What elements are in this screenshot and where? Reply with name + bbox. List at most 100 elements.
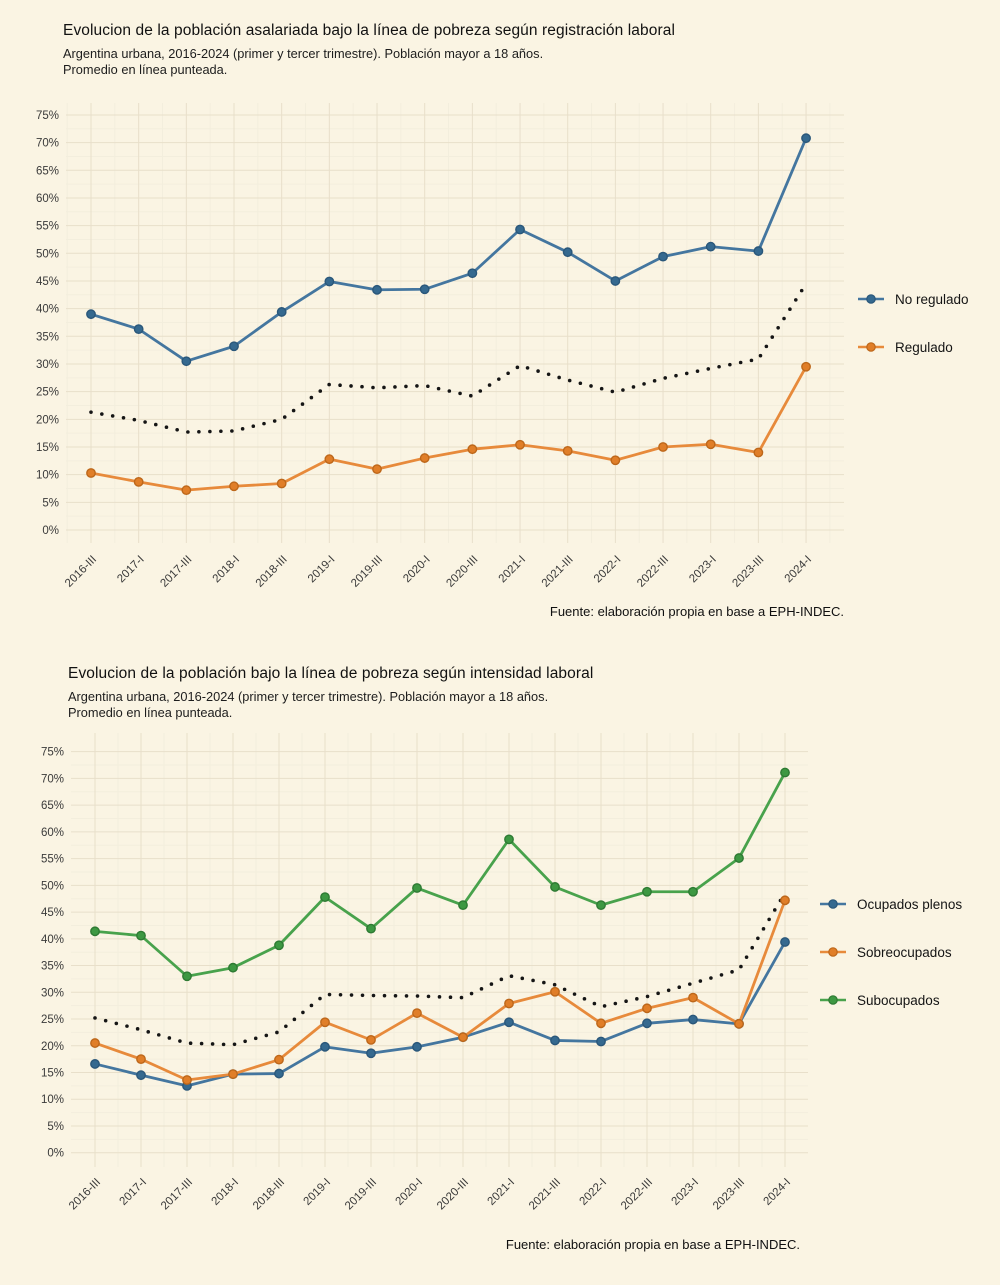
data-point xyxy=(780,895,790,906)
legend-label: Subocupados xyxy=(857,992,940,1008)
y-tick-label: 70% xyxy=(36,138,59,150)
legend-item: No regulado xyxy=(856,292,969,307)
y-tick-label: 45% xyxy=(41,907,64,919)
data-point xyxy=(705,439,716,450)
data-point xyxy=(467,444,478,455)
data-point xyxy=(658,442,668,452)
legend: Ocupados plenos Sobreocupados Subocupados xyxy=(818,897,962,1041)
data-point xyxy=(419,284,430,295)
data-point xyxy=(324,276,335,287)
legend-label: Ocupados plenos xyxy=(857,896,963,912)
data-point xyxy=(550,882,560,892)
data-point xyxy=(642,1003,652,1014)
data-point xyxy=(801,361,811,372)
legend-line-dot-icon xyxy=(858,294,884,304)
x-tick-label: 2018-III xyxy=(251,1176,287,1212)
data-point xyxy=(596,1018,606,1029)
y-tick-label: 40% xyxy=(41,934,64,946)
legend-item: Sobreocupados xyxy=(818,944,962,960)
data-point xyxy=(658,251,668,262)
data-point xyxy=(320,1017,330,1028)
series-line xyxy=(89,365,808,492)
data-point xyxy=(780,767,790,778)
data-point xyxy=(419,453,430,463)
y-tick-label: 35% xyxy=(36,331,59,343)
x-tick-label: 2016-III xyxy=(67,1176,103,1212)
data-point xyxy=(753,447,764,458)
series-line xyxy=(89,136,808,363)
x-tick-label: 2022-III xyxy=(619,1176,655,1212)
y-tick-label: 40% xyxy=(36,304,59,316)
y-tick-label: 65% xyxy=(41,800,64,812)
data-point xyxy=(458,900,468,911)
data-point xyxy=(366,923,376,934)
data-point xyxy=(133,476,144,487)
data-point xyxy=(610,276,621,286)
data-point xyxy=(320,1041,330,1052)
data-point xyxy=(780,937,790,947)
data-point xyxy=(688,886,698,897)
legend-label: Sobreocupados xyxy=(857,944,952,960)
y-tick-label: 20% xyxy=(36,414,59,426)
y-tick-label: 10% xyxy=(36,470,59,482)
legend-item: Ocupados plenos xyxy=(818,896,963,912)
x-tick-label: 2020-III xyxy=(435,1176,471,1212)
data-point xyxy=(90,1059,100,1069)
y-tick-label: 15% xyxy=(41,1067,64,1079)
y-tick-label: 0% xyxy=(42,525,59,537)
y-tick-label: 20% xyxy=(41,1041,64,1053)
y-tick-label: 0% xyxy=(47,1148,64,1160)
y-tick-label: 45% xyxy=(36,276,59,288)
data-point xyxy=(372,284,382,295)
data-point xyxy=(562,247,573,258)
chart-subtitle: Argentina urbana, 2016-2024 (primer y te… xyxy=(63,46,543,78)
y-tick-label: 75% xyxy=(36,110,59,122)
data-point xyxy=(688,992,698,1003)
data-point xyxy=(705,241,716,252)
data-point xyxy=(181,356,192,367)
data-point xyxy=(467,268,478,279)
data-point xyxy=(504,834,514,845)
y-tick-label: 30% xyxy=(36,359,59,371)
x-tick-label: 2022-I xyxy=(592,554,624,586)
x-tick-label: 2019-III xyxy=(343,1176,379,1212)
y-tick-label: 65% xyxy=(36,165,59,177)
legend-item: Regulado xyxy=(856,340,969,355)
y-tick-label: 15% xyxy=(36,442,59,454)
series-line xyxy=(93,940,787,1088)
x-tick-label: 2023-III xyxy=(730,554,766,590)
data-point xyxy=(274,1068,284,1079)
data-point xyxy=(515,224,525,235)
data-point xyxy=(734,1018,744,1029)
chart-title: Evolucion de la población asalariada baj… xyxy=(63,22,675,39)
y-tick-label: 55% xyxy=(36,221,59,233)
data-point xyxy=(182,1075,192,1085)
chart-subtitle-line1: Argentina urbana, 2016-2024 (primer y te… xyxy=(63,46,544,61)
data-point xyxy=(412,1041,422,1052)
x-tick-label: 2020-III xyxy=(444,554,480,590)
data-point xyxy=(136,1070,146,1081)
data-point xyxy=(596,900,606,911)
data-point xyxy=(274,940,284,951)
y-tick-label: 35% xyxy=(41,961,64,973)
promedio-dotted-line xyxy=(89,281,808,434)
x-tick-label: 2017-I xyxy=(118,1176,150,1208)
data-point xyxy=(366,1034,376,1045)
legend-item: Subocupados xyxy=(818,992,962,1008)
data-point xyxy=(458,1032,468,1043)
x-tick-label: 2024-I xyxy=(783,554,815,586)
data-point xyxy=(182,971,192,982)
data-point xyxy=(90,926,100,937)
x-tick-label: 2023-I xyxy=(687,554,719,586)
y-tick-label: 10% xyxy=(41,1094,64,1106)
data-point xyxy=(372,464,382,475)
y-tick-label: 70% xyxy=(41,773,64,785)
legend-line-dot-icon xyxy=(820,899,846,909)
data-point xyxy=(562,445,573,456)
data-point xyxy=(753,246,764,256)
chart-subtitle: Argentina urbana, 2016-2024 (primer y te… xyxy=(68,689,548,721)
chart-subtitle-line1: Argentina urbana, 2016-2024 (primer y te… xyxy=(68,689,549,704)
x-tick-label: 2017-I xyxy=(115,554,147,586)
data-point xyxy=(801,133,811,144)
